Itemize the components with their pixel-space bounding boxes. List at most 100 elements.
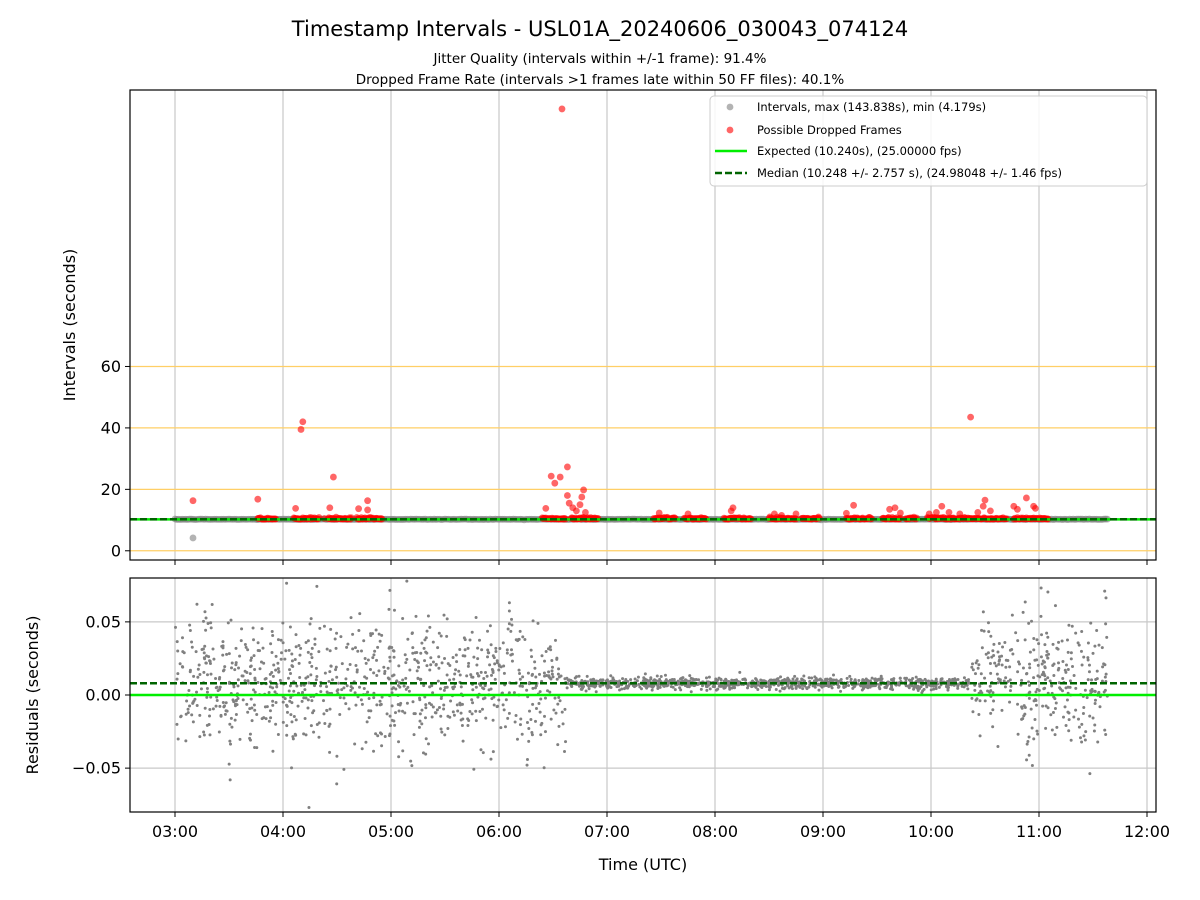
dropped-frame-point [564,463,571,471]
residual-point [474,719,478,723]
residual-point [430,684,434,688]
residual-point [503,725,507,729]
residual-point [275,685,279,689]
legend: Intervals, max (143.838s), min (4.179s) … [709,95,1148,187]
residual-point [1066,685,1070,689]
residual-point [222,668,226,672]
residual-point [279,638,283,642]
residual-point [847,684,851,688]
residual-point [443,733,447,737]
residual-point [313,642,317,646]
residual-point [1051,710,1055,714]
residual-point [533,666,537,670]
residual-point [353,646,357,650]
residual-point [446,727,450,731]
residual-point [268,685,272,689]
residual-point [548,690,552,694]
residual-point [1050,684,1054,688]
residual-point [338,696,342,700]
x-tick-label: 04:00 [260,822,306,841]
residual-point [1032,676,1036,680]
residual-point [421,751,425,755]
residual-point [837,680,841,684]
residual-point [487,688,491,692]
residual-point [466,664,470,668]
residual-point [1063,668,1067,672]
residual-point [1027,735,1031,739]
residual-point [780,679,784,683]
residual-point [557,724,561,728]
residual-point [728,687,732,691]
residual-point [264,717,268,721]
residual-point [468,710,472,714]
residual-point [294,645,298,649]
residual-point [1027,680,1031,684]
residual-point [1026,740,1030,744]
residual-point [431,640,435,644]
residual-point [256,680,260,684]
residual-point [798,685,802,689]
residual-point [274,654,278,658]
residual-point [1016,639,1020,643]
residual-point [1027,753,1031,757]
residual-point [451,710,455,714]
residual-point [993,661,997,665]
residual-point [548,645,552,649]
residual-point [345,684,349,688]
residual-point [579,687,583,691]
residual-point [767,688,771,692]
residual-point [174,625,178,629]
residual-point [209,672,213,676]
residual-point [191,720,195,724]
residual-point [527,726,531,730]
residual-point [536,621,540,625]
dropped-frame-point [938,502,946,510]
x-axis-label: Time (UTC) [598,855,687,874]
residual-point [325,709,329,713]
residual-point [482,676,486,680]
residual-point [387,607,391,611]
residual-point [201,619,205,623]
residual-point [1104,596,1108,600]
interval-point [189,534,197,542]
residual-point [377,632,381,636]
residual-point [1040,633,1044,637]
residuals-y-label: Residuals (seconds) [23,616,42,775]
residual-point [811,684,815,688]
residual-point [390,687,394,691]
residual-point [669,685,673,689]
residual-point [1000,663,1004,667]
residual-point [295,684,299,688]
residual-point [851,686,855,690]
residual-point [245,702,249,706]
residual-point [1004,658,1008,662]
residual-point [359,698,363,702]
residual-point [479,670,483,674]
residual-point [897,682,901,686]
residual-point [507,609,511,613]
residual-point [278,678,282,682]
residual-point [270,630,274,634]
residual-point [966,687,970,691]
dropped-frame-point [547,472,555,480]
residual-point [191,701,195,705]
residual-point [563,707,567,711]
residual-point [879,674,883,678]
residual-point [252,654,256,658]
residual-point [1016,702,1020,706]
residual-point [566,681,570,685]
residual-point [463,648,467,652]
residual-point [860,688,864,692]
residual-point [288,668,292,672]
residual-point [624,678,628,682]
residual-point [412,733,416,737]
residual-point [442,703,446,707]
residual-point [1056,647,1060,651]
residual-point [679,677,683,681]
residual-point [555,657,559,661]
residual-point [202,730,206,734]
residual-point [689,690,693,694]
residual-point [420,641,424,645]
residual-point [531,619,535,623]
